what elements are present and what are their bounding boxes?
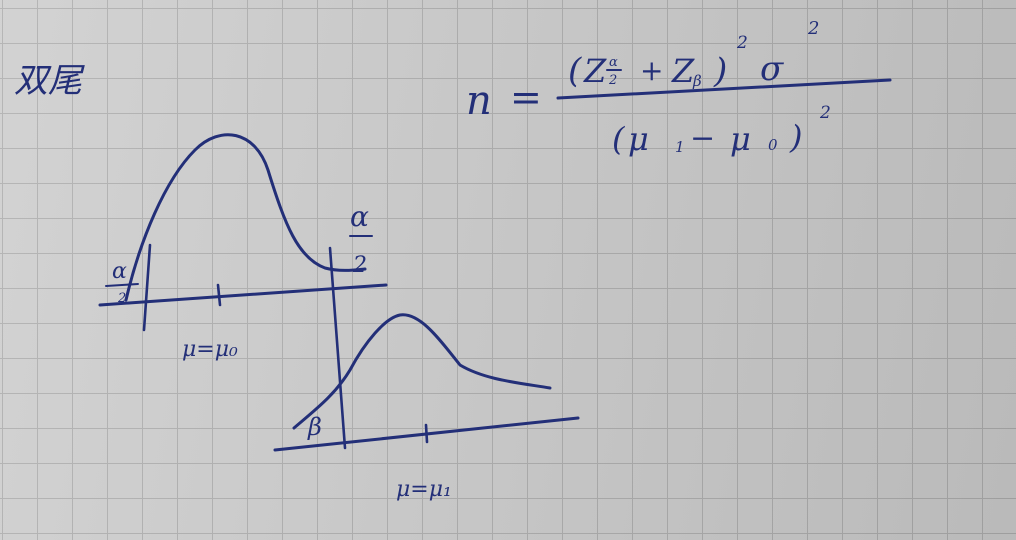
z-alpha-letter: Z (583, 52, 607, 90)
alternative-curve (292, 313, 552, 430)
null-distribution: μ=μ₀ α 2 (98, 133, 388, 362)
numerator-close-paren: ) (713, 51, 727, 91)
mu1-sub: 1 (675, 138, 685, 156)
denominator-power: 2 (819, 103, 831, 123)
right-alpha-half-label: α 2 (349, 200, 373, 278)
numerator-power: 2 (736, 33, 748, 53)
denominator-close-paren: ) (789, 118, 802, 156)
formula-equals: = (510, 75, 542, 119)
left-alpha-bottom: 2 (117, 291, 126, 306)
z-beta-letter: Z (671, 52, 695, 90)
null-mean-label: μ=μ₀ (182, 337, 238, 362)
numerator-plus: + (640, 54, 663, 87)
left-alpha-bar (105, 283, 139, 287)
numerator-open-paren: ( (568, 51, 582, 91)
null-mean-tick (216, 283, 222, 307)
formula-n: n (466, 78, 492, 124)
sigma-power: 2 (807, 18, 819, 39)
z-alpha-sub-top: α (609, 55, 618, 70)
heading-text: 双尾 (14, 61, 85, 101)
mu0-symbol: μ (730, 120, 751, 158)
null-curve (124, 133, 367, 302)
z-beta-sub: β (692, 72, 702, 90)
alternative-mean-label: μ=μ₁ (396, 477, 452, 502)
denominator-open-paren: ( (612, 120, 626, 158)
mu0-sub: 0 (768, 136, 778, 154)
sigma-symbol: σ (760, 49, 784, 89)
right-alpha-top: α (350, 200, 369, 233)
alternative-distribution: μ=μ₁ β (273, 313, 580, 502)
formula-fraction-bar (556, 78, 892, 100)
null-left-critical-line (142, 243, 152, 332)
right-critical-line (328, 246, 347, 450)
denominator-minus: − (690, 121, 715, 156)
beta-label: β (307, 413, 322, 441)
null-axis (98, 283, 388, 307)
sample-size-formula: n = ( Z α 2 + Z β ) 2 σ 2 ( μ 1 − μ 0 ) … (466, 18, 892, 158)
alternative-mean-tick (424, 423, 429, 444)
mu1-symbol: μ (628, 120, 649, 158)
left-alpha-top: α (112, 259, 127, 284)
right-alpha-bottom: 2 (352, 253, 367, 278)
z-alpha-sub-bottom: 2 (608, 73, 617, 88)
